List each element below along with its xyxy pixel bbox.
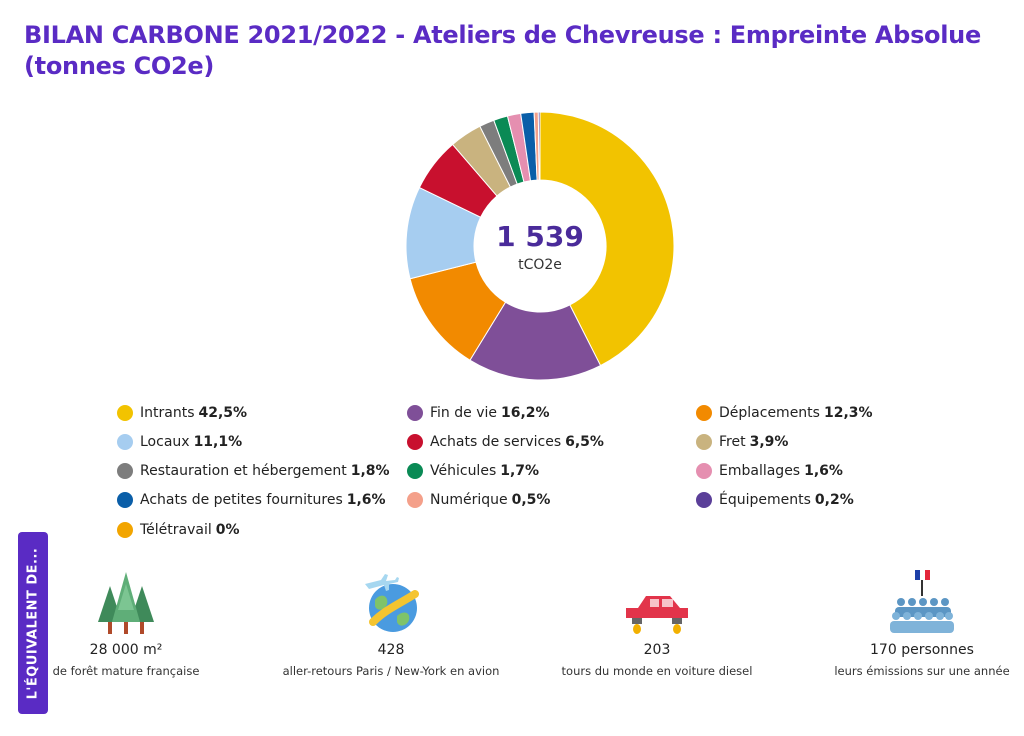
legend-dot (407, 434, 423, 450)
legend-item-deplacements: Déplacements 12,3% (696, 402, 873, 424)
legend-pct: 0,2% (814, 492, 854, 508)
legend-label: Numérique (430, 492, 508, 508)
car-icon (547, 564, 767, 636)
legend-item-vehicules: Véhicules 1,7% (407, 460, 539, 482)
donut-hole (474, 180, 606, 312)
equivalent-flights: 428 aller-retours Paris / New-York en av… (281, 564, 501, 678)
legend-item-equipements: Équipements 0,2% (696, 489, 854, 511)
equivalent-value: 170 personnes (870, 642, 974, 658)
legend-dot (696, 492, 712, 508)
legend-item-petites-fournitures: Achats de petites fournitures 1,6% (117, 489, 386, 511)
legend-dot (407, 405, 423, 421)
legend-pct: 1,7% (500, 463, 540, 479)
legend-item-restauration: Restauration et hébergement 1,8% (117, 460, 390, 482)
legend-item-fret: Fret 3,9% (696, 431, 788, 453)
legend-item-intrants: Intrants 42,5% (117, 402, 247, 424)
legend-label: Achats de services (430, 434, 562, 450)
legend-dot (117, 522, 133, 538)
equivalent-desc: aller-retours Paris / New-York en avion (282, 664, 500, 678)
legend-dot (696, 434, 712, 450)
equivalent-tab: L'ÉQUIVALENT DE... (18, 532, 48, 714)
legend-dot (407, 463, 423, 479)
legend-item-locaux: Locaux 11,1% (117, 431, 242, 453)
donut-chart (405, 111, 675, 381)
legend-pct: 6,5% (565, 434, 604, 450)
equivalent-forest: 28 000 m² de forêt mature française (16, 564, 236, 678)
total-unit: tCO2e (518, 257, 562, 273)
legend-pct: 16,2% (501, 405, 550, 421)
page-title: BILAN CARBONE 2021/2022 - Ateliers de Ch… (24, 21, 981, 80)
legend-pct: 11,1% (193, 434, 243, 450)
donut-slice-11 (537, 111, 541, 181)
equivalent-people: 170 personnes leurs émissions sur une an… (812, 564, 1024, 678)
equivalent-value: 203 (643, 642, 671, 658)
legend-label: Équipements (719, 492, 811, 508)
legend-dot (696, 405, 712, 421)
forest-icon (16, 564, 236, 636)
legend-label: Véhicules (430, 463, 497, 479)
legend-label: Déplacements (719, 405, 820, 421)
legend-dot (117, 434, 133, 450)
legend-pct: 12,3% (823, 405, 873, 421)
legend-dot (117, 463, 133, 479)
equivalent-desc: leurs émissions sur une année (834, 664, 1010, 678)
legend-label: Restauration et hébergement (140, 463, 347, 479)
legend-pct: 3,9% (749, 434, 789, 450)
legend-item-emballages: Emballages 1,6% (696, 460, 843, 482)
legend-item-numerique: Numérique 0,5% (407, 489, 550, 511)
equivalent-value: 28 000 m² (89, 642, 163, 658)
legend-dot (407, 492, 423, 508)
equivalent-car: 203 tours du monde en voiture diesel (547, 564, 767, 678)
globe-plane-icon (281, 564, 501, 636)
equivalent-desc: de forêt mature française (52, 664, 200, 678)
legend-label: Locaux (140, 434, 190, 450)
legend-dot (696, 463, 712, 479)
equivalent-desc: tours du monde en voiture diesel (561, 664, 753, 678)
legend-pct: 1,6% (804, 463, 843, 479)
legend-label: Fret (719, 434, 746, 450)
equivalent-value: 428 (377, 642, 405, 658)
legend-dot (117, 405, 133, 421)
legend-item-teletravail: Télétravail 0% (117, 519, 240, 541)
people-icon (812, 564, 1024, 636)
legend-pct: 1,8% (350, 463, 390, 479)
legend-label: Télétravail (140, 522, 212, 538)
legend-label: Fin de vie (430, 405, 497, 421)
legend-pct: 0,5% (511, 492, 551, 508)
legend-pct: 42,5% (198, 405, 248, 421)
legend-pct: 1,6% (346, 492, 386, 508)
legend-dot (117, 492, 133, 508)
legend-label: Achats de petites fournitures (140, 492, 343, 508)
legend-item-achats-de-services: Achats de services 6,5% (407, 431, 604, 453)
legend-item-fin-de-vie: Fin de vie 16,2% (407, 402, 550, 424)
legend-pct: 0% (215, 522, 240, 538)
total-value: 1 539 (496, 220, 584, 253)
legend-label: Emballages (719, 463, 801, 479)
legend-label: Intrants (140, 405, 195, 421)
